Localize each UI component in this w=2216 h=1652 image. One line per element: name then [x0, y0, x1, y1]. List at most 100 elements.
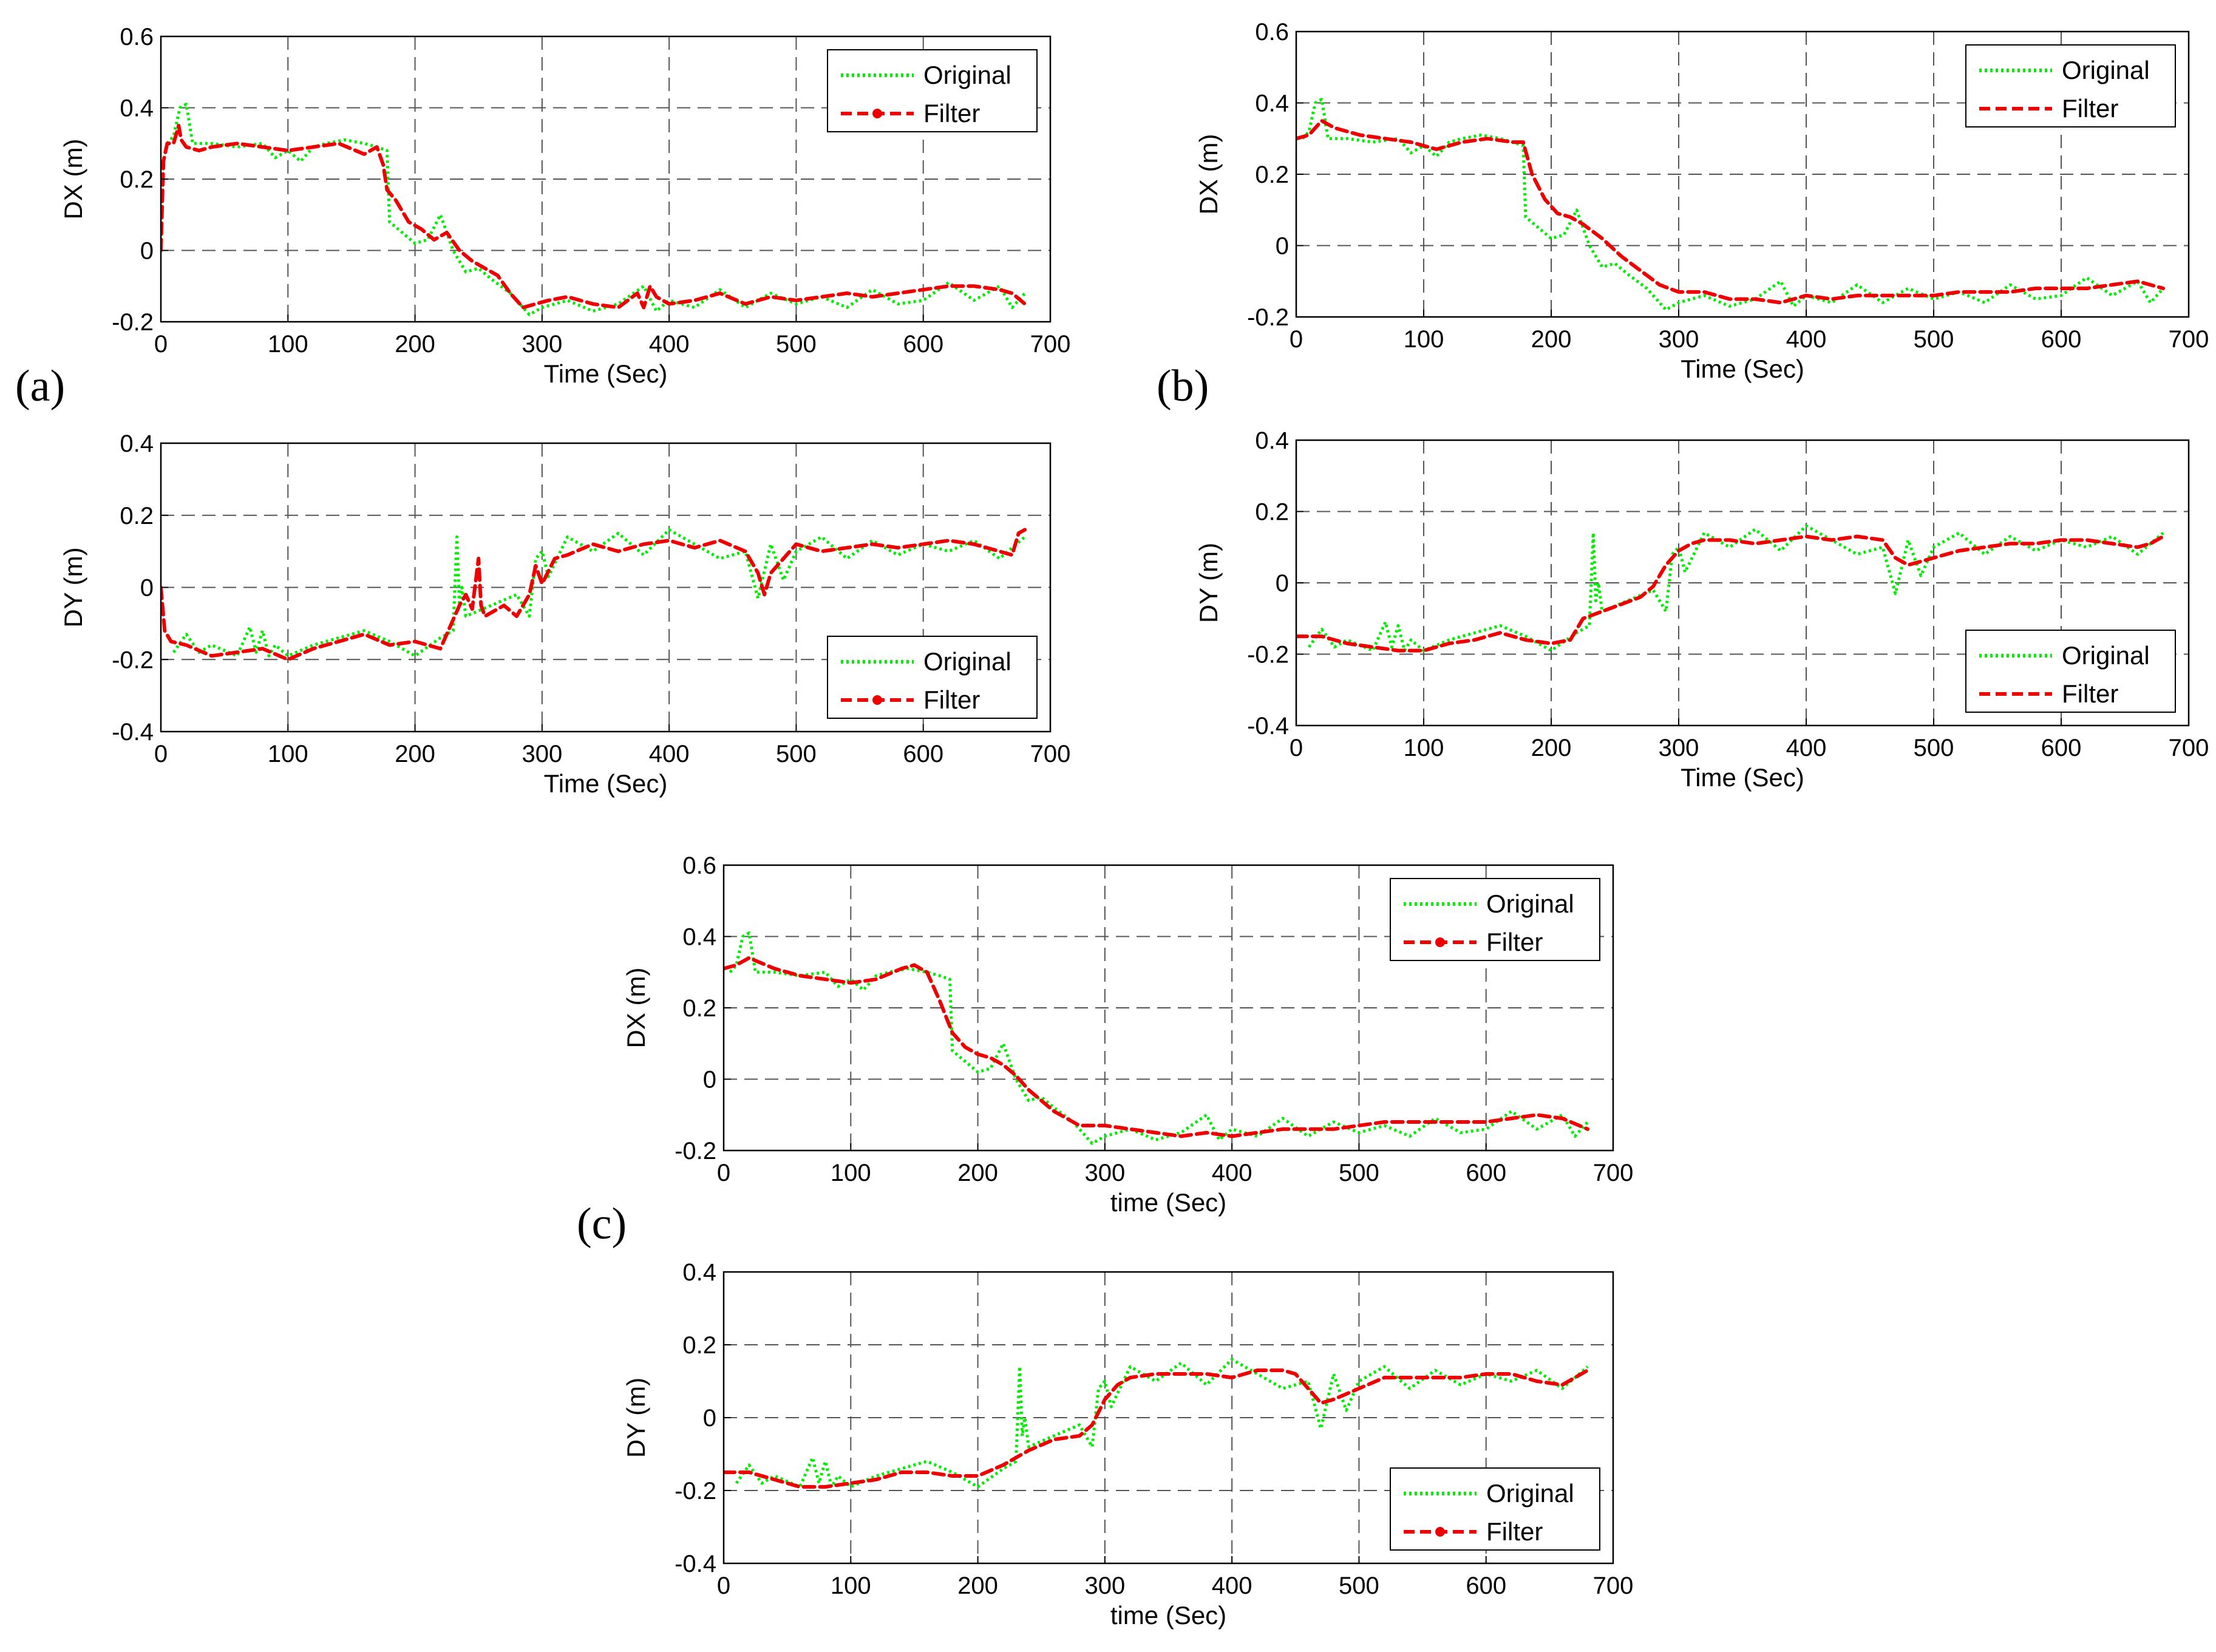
x-tick-label: 500: [1339, 1160, 1379, 1186]
x-tick-label: 500: [1339, 1572, 1379, 1599]
series-group: [1296, 524, 2165, 653]
y-tick-label: 0.6: [120, 24, 154, 50]
x-tick-label: 600: [1466, 1160, 1506, 1186]
x-tick-label: 400: [1786, 735, 1827, 761]
x-tick-label: 300: [522, 331, 562, 358]
x-tick-label: 100: [268, 331, 308, 358]
x-tick-label: 200: [957, 1572, 998, 1599]
x-tick-label: 100: [831, 1572, 871, 1599]
series-filter-line: [724, 956, 1590, 1138]
y-tick-label: 0: [703, 1405, 716, 1432]
x-tick-label: 500: [1914, 326, 1954, 353]
legend-filter-label: Filter: [923, 685, 980, 714]
x-tick-label: 400: [649, 331, 690, 358]
legend-filter-label: Filter: [1486, 1517, 1543, 1546]
series-original-line: [735, 1358, 1589, 1489]
series-group: [724, 1358, 1590, 1489]
y-axis-title: DX (m): [1194, 134, 1223, 215]
y-tick-label: -0.2: [1247, 642, 1289, 668]
x-tick-label: 100: [1404, 735, 1444, 761]
legend-filter-label: Filter: [1486, 928, 1543, 956]
x-tick-label: 700: [2169, 735, 2209, 761]
series-group: [1296, 98, 2165, 311]
x-tick-label: 500: [1914, 735, 1954, 761]
y-tick-label: 0.6: [682, 852, 716, 879]
y-tick-label: 0.2: [1255, 161, 1289, 188]
legend-filter-marker: [1435, 937, 1445, 947]
y-axis-title: DY (m): [622, 1378, 650, 1458]
x-tick-label: 300: [522, 741, 562, 767]
legend-original-label: Original: [923, 61, 1011, 89]
x-tick-label: 400: [1212, 1160, 1252, 1186]
legend-box: [1390, 878, 1600, 961]
y-axis-title: DY (m): [59, 547, 87, 627]
y-tick-label: 0.6: [1255, 19, 1289, 46]
y-axis-title: DY (m): [1194, 543, 1223, 623]
y-tick-label: 0: [1276, 233, 1289, 260]
x-tick-label: 600: [1466, 1572, 1506, 1599]
legend-original-label: Original: [1486, 1479, 1574, 1508]
x-tick-label: 300: [1659, 326, 1699, 353]
x-axis-title: time (Sec): [1110, 1188, 1226, 1217]
y-tick-label: 0.2: [682, 995, 716, 1022]
legend-box: [1390, 1467, 1600, 1551]
legend: Original Filter: [1390, 878, 1600, 961]
x-axis-title: Time (Sec): [544, 359, 668, 388]
y-tick-label: -0.2: [112, 309, 154, 336]
x-tick-label: 700: [1030, 741, 1071, 767]
series-filter-line: [724, 1368, 1590, 1489]
x-axis-title: Time (Sec): [1681, 355, 1804, 383]
legend: Original Filter: [1390, 1467, 1600, 1551]
series-original-line: [172, 528, 1026, 658]
y-tick-label: 0: [703, 1067, 716, 1093]
x-tick-label: 400: [649, 741, 690, 767]
y-tick-label: -0.4: [675, 1551, 716, 1577]
y-tick-label: -0.2: [675, 1478, 716, 1504]
series-group: [724, 931, 1590, 1145]
x-tick-label: 400: [1212, 1572, 1252, 1599]
series-filter-line: [1296, 534, 2165, 653]
legend-box: [827, 636, 1038, 719]
legend: Original Filter: [1965, 630, 2176, 713]
y-tick-label: 0.4: [682, 1259, 716, 1286]
x-tick-label: 700: [2169, 326, 2209, 353]
x-tick-label: 700: [1030, 331, 1071, 358]
x-tick-label: 600: [2041, 735, 2082, 761]
legend-original-label: Original: [2062, 56, 2150, 84]
legend-original-label: Original: [923, 647, 1011, 676]
x-tick-label: 700: [1593, 1160, 1634, 1186]
series-original-line: [166, 103, 1026, 316]
x-tick-label: 600: [903, 741, 943, 767]
legend-filter-marker: [872, 695, 882, 705]
x-tick-label: 100: [831, 1160, 871, 1186]
x-tick-label: 0: [154, 741, 168, 767]
panel-label-b: (b): [1157, 361, 1209, 411]
legend-filter-label: Filter: [2062, 94, 2118, 123]
legend-original-label: Original: [1486, 889, 1574, 918]
panel-label-a: (a): [15, 361, 65, 411]
panel-label-c: (c): [577, 1199, 627, 1249]
series-original-line: [729, 931, 1589, 1145]
y-tick-label: 0.4: [120, 430, 154, 457]
x-axis-title: Time (Sec): [544, 769, 668, 798]
x-tick-label: 300: [1084, 1572, 1125, 1599]
y-tick-label: 0: [140, 238, 154, 265]
x-tick-label: 0: [1290, 326, 1303, 353]
y-tick-label: -0.2: [112, 647, 154, 673]
legend: Original Filter: [827, 49, 1038, 132]
x-tick-label: 100: [268, 741, 308, 767]
legend-original-label: Original: [2062, 641, 2150, 670]
x-tick-label: 0: [717, 1572, 730, 1599]
legend: Original Filter: [827, 636, 1038, 719]
chart-c-dx: 0 100 200 300 400 500 600 700-0.200.20.40.6time…: [622, 852, 1633, 1217]
y-tick-label: 0.4: [682, 924, 716, 951]
y-tick-label: -0.4: [112, 719, 154, 746]
x-tick-label: 200: [1531, 326, 1572, 353]
x-tick-label: 200: [395, 741, 435, 767]
chart-a-dx: 0 100 200 300 400 500 600 700-0.200.20.40.6Time…: [59, 24, 1070, 388]
x-tick-label: 200: [957, 1160, 998, 1186]
y-tick-label: -0.2: [1247, 304, 1289, 331]
charts-layer: 0 100 200 300 400 500 600 700-0.200.20.40.6Time…: [59, 19, 2209, 1630]
chart-c-dy: 0 100 200 300 400 500 600 700 -0.4 -0.2 0 0.2 0.4 tim…: [622, 1259, 1633, 1630]
